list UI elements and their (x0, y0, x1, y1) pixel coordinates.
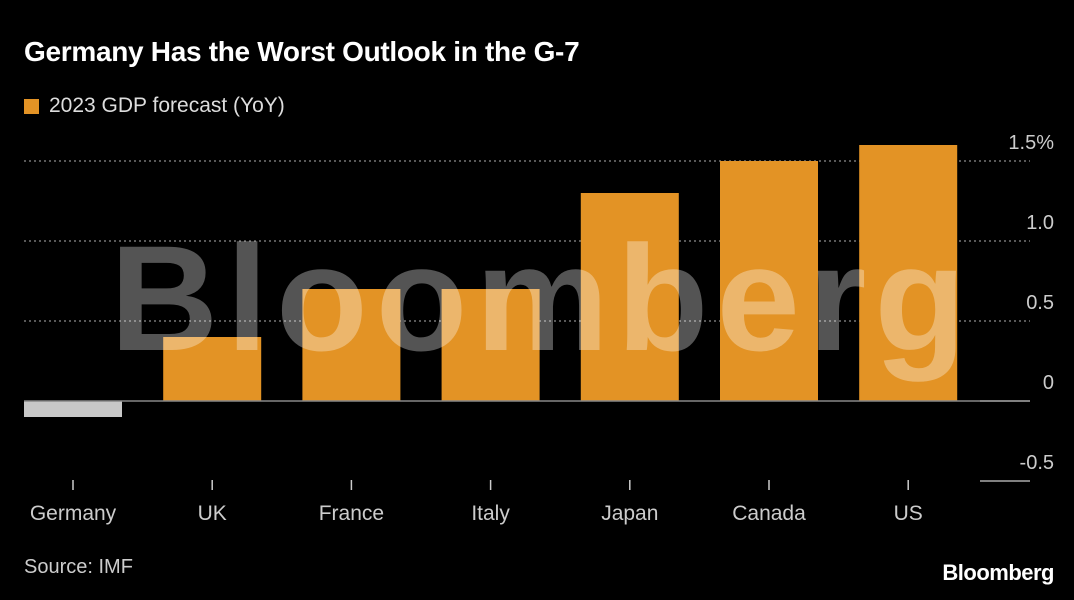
y-tick-label: 1.0 (1026, 212, 1054, 234)
bar-germany (24, 401, 122, 417)
x-tick-label: Canada (732, 502, 806, 525)
watermark: Bloomberg (110, 214, 960, 382)
x-tick-label: US (894, 502, 923, 525)
x-tick-label: Italy (471, 502, 510, 525)
bloomberg-logo: Bloomberg (942, 560, 1054, 585)
bar-france (302, 289, 401, 401)
bar-uk (163, 337, 262, 401)
y-tick-label: 1.5% (1008, 132, 1054, 154)
y-tick-label: 0 (1043, 372, 1054, 394)
x-tick-label: UK (198, 502, 227, 525)
y-tick-label: -0.5 (1020, 452, 1054, 474)
x-tick-label: France (319, 502, 384, 525)
legend: 2023 GDP forecast (YoY) (24, 94, 285, 118)
bar-italy (441, 289, 540, 401)
y-tick-label: 0.5 (1026, 292, 1054, 314)
bar-japan (580, 193, 679, 401)
chart-title: Germany Has the Worst Outlook in the G-7 (24, 36, 580, 67)
source-note: Source: IMF (24, 556, 133, 578)
bar-canada (720, 161, 818, 401)
x-tick-label: Germany (30, 502, 117, 525)
legend-label: 2023 GDP forecast (YoY) (49, 94, 285, 117)
legend-swatch (24, 98, 39, 114)
x-tick-label: Japan (601, 502, 658, 525)
bar-us (859, 145, 958, 401)
